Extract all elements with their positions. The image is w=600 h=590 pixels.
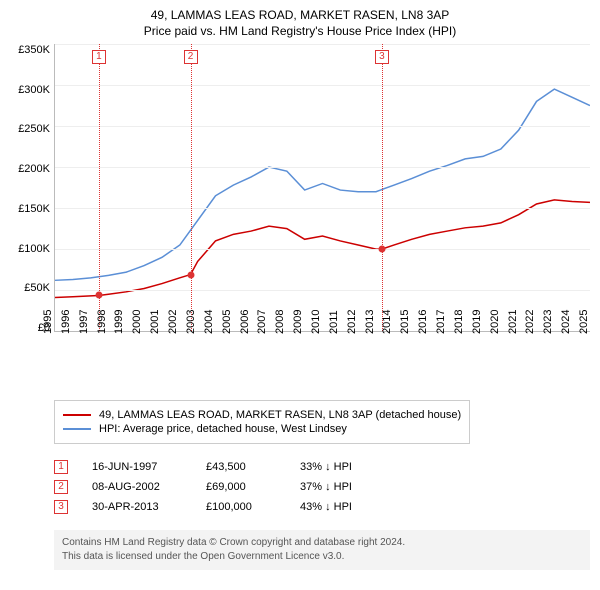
- marker-dot: [378, 246, 385, 253]
- x-tick-label: 2000: [131, 310, 143, 334]
- legend-row-property: 49, LAMMAS LEAS ROAD, MARKET RASEN, LN8 …: [63, 409, 461, 421]
- x-tick-label: 1999: [113, 310, 125, 334]
- legend-label-hpi: HPI: Average price, detached house, West…: [99, 423, 347, 435]
- x-tick-label: 1998: [95, 310, 107, 334]
- x-tick-label: 2011: [328, 311, 340, 335]
- plot-area: 1 2 3: [54, 44, 590, 332]
- transaction-date: 16-JUN-1997: [92, 461, 182, 473]
- x-tick-label: 2016: [417, 310, 429, 334]
- marker-vline: [382, 44, 383, 331]
- transaction-date: 08-AUG-2002: [92, 481, 182, 493]
- x-tick-label: 2006: [238, 310, 250, 334]
- x-tick-label: 2008: [274, 310, 286, 334]
- y-tick-label: £350K: [18, 44, 50, 56]
- marker-number-box: 2: [184, 50, 198, 64]
- transactions-table: 1 16-JUN-1997 £43,500 33% ↓ HPI 2 08-AUG-2002…: [54, 454, 590, 520]
- transaction-number: 3: [54, 500, 68, 514]
- footer-attribution: Contains HM Land Registry data © Crown c…: [54, 530, 590, 570]
- chart-area: £350K£300K£250K£200K£150K£100K£50K£0 123…: [10, 44, 590, 364]
- y-tick-label: £100K: [18, 243, 50, 255]
- transaction-delta: 33% ↓ HPI: [300, 461, 352, 473]
- x-tick-label: 2025: [578, 310, 590, 334]
- chart-container: 49, LAMMAS LEAS ROAD, MARKET RASEN, LN8 …: [0, 0, 600, 590]
- transaction-row: 1 16-JUN-1997 £43,500 33% ↓ HPI: [54, 460, 590, 474]
- transaction-number: 1: [54, 460, 68, 474]
- x-tick-label: 2020: [488, 310, 500, 334]
- marker-vline: [99, 44, 100, 331]
- legend: 49, LAMMAS LEAS ROAD, MARKET RASEN, LN8 …: [54, 400, 470, 444]
- chart-svg: [55, 44, 590, 331]
- y-tick-label: £200K: [18, 163, 50, 175]
- x-tick-label: 2013: [363, 310, 375, 334]
- y-tick-label: £300K: [18, 84, 50, 96]
- transaction-number: 2: [54, 480, 68, 494]
- legend-swatch-hpi: [63, 428, 91, 430]
- transaction-date: 30-APR-2013: [92, 501, 182, 513]
- legend-label-property: 49, LAMMAS LEAS ROAD, MARKET RASEN, LN8 …: [99, 409, 461, 421]
- chart-titles: 49, LAMMAS LEAS ROAD, MARKET RASEN, LN8 …: [10, 8, 590, 38]
- legend-row-hpi: HPI: Average price, detached house, West…: [63, 423, 461, 435]
- x-tick-label: 2022: [524, 310, 536, 334]
- footer-line2: This data is licensed under the Open Gov…: [62, 550, 582, 564]
- transaction-row: 3 30-APR-2013 £100,000 43% ↓ HPI: [54, 500, 590, 514]
- legend-swatch-property: [63, 414, 91, 416]
- transaction-delta: 37% ↓ HPI: [300, 481, 352, 493]
- x-tick-label: 2004: [203, 310, 215, 334]
- title-line2: Price paid vs. HM Land Registry's House …: [10, 24, 590, 38]
- x-tick-label: 1996: [60, 310, 72, 334]
- x-tick-label: 2021: [506, 310, 518, 334]
- x-tick-label: 2005: [220, 310, 232, 334]
- x-tick-label: 2018: [453, 310, 465, 334]
- x-axis: 1995199619971998199920002001200220032004…: [54, 334, 590, 364]
- x-tick-label: 2014: [381, 310, 393, 334]
- x-tick-label: 2015: [399, 310, 411, 334]
- x-tick-label: 2012: [345, 310, 357, 334]
- y-tick-label: £250K: [18, 123, 50, 135]
- marker-number-box: 1: [92, 50, 106, 64]
- y-axis: £350K£300K£250K£200K£150K£100K£50K£0: [10, 44, 54, 334]
- x-tick-label: 2010: [310, 310, 322, 334]
- y-tick-label: £150K: [18, 203, 50, 215]
- transaction-price: £69,000: [206, 481, 276, 493]
- footer-line1: Contains HM Land Registry data © Crown c…: [62, 536, 582, 550]
- marker-vline: [191, 44, 192, 331]
- x-tick-label: 2001: [149, 310, 161, 334]
- marker-number-box: 3: [375, 50, 389, 64]
- x-tick-label: 1995: [42, 310, 54, 334]
- x-tick-label: 2003: [185, 310, 197, 334]
- x-tick-label: 2023: [542, 310, 554, 334]
- marker-dot: [95, 292, 102, 299]
- x-tick-label: 2002: [167, 310, 179, 334]
- x-tick-label: 2017: [435, 310, 447, 334]
- x-tick-label: 2024: [560, 310, 572, 334]
- title-line1: 49, LAMMAS LEAS ROAD, MARKET RASEN, LN8 …: [10, 8, 590, 22]
- transaction-row: 2 08-AUG-2002 £69,000 37% ↓ HPI: [54, 480, 590, 494]
- transaction-price: £100,000: [206, 501, 276, 513]
- x-tick-label: 2019: [471, 310, 483, 334]
- transaction-delta: 43% ↓ HPI: [300, 501, 352, 513]
- x-tick-label: 2007: [256, 310, 268, 334]
- x-tick-label: 2009: [292, 310, 304, 334]
- x-tick-label: 1997: [77, 310, 89, 334]
- y-tick-label: £50K: [24, 282, 50, 294]
- marker-dot: [187, 271, 194, 278]
- transaction-price: £43,500: [206, 461, 276, 473]
